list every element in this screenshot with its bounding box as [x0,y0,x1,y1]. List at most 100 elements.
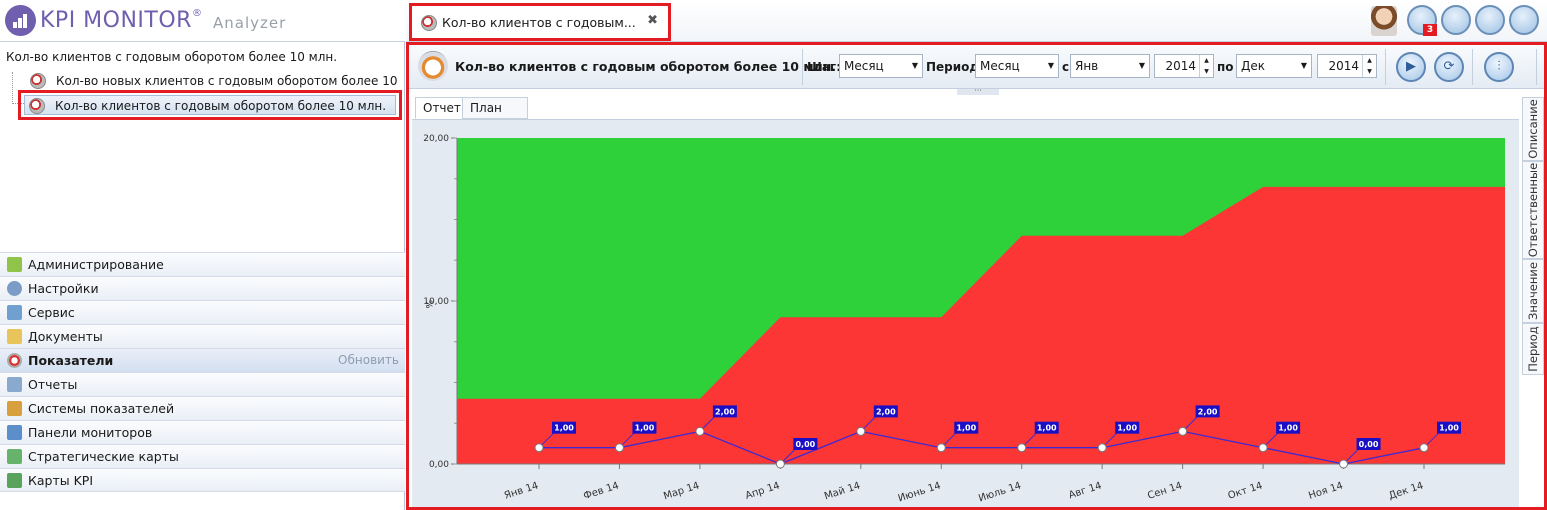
close-tab-icon[interactable]: ✖ [647,13,658,28]
tab-label: Значение [1526,262,1540,320]
spin-down-icon[interactable]: ▼ [1199,66,1213,77]
nav-item-monitor-panels[interactable]: Панели мониторов [0,420,405,444]
nav-item-kpi-cards[interactable]: Карты KPI [0,468,405,492]
data-label-box [632,421,657,434]
from-label: с [1062,60,1070,74]
tab-plan[interactable]: План расчета [462,97,529,135]
data-label-box [954,421,979,434]
step-select[interactable]: Месяц ▼ [839,54,923,78]
tree-item-new-clients[interactable]: Кол-во новых клиентов с годовым оборотом… [26,71,398,108]
tab-responsible[interactable]: Ответственные [1522,161,1544,259]
nav-item-kpi-systems[interactable]: Системы показателей [0,396,405,420]
nav-label: Системы показателей [28,401,175,416]
calculator-icon[interactable] [1407,5,1437,35]
to-label: по [1217,60,1234,74]
tab-period[interactable]: Период [1522,323,1544,375]
period-label: Период: [926,60,984,74]
spin-up-icon[interactable]: ▲ [1362,55,1376,66]
to-month-select[interactable]: Дек ▼ [1236,54,1312,78]
y-axis-label: % [423,300,433,309]
nav-item-indicators[interactable]: Показатели Обновить [0,348,405,372]
data-label: 2,00 [715,407,735,416]
series-line [539,430,1425,465]
data-point [534,443,544,453]
data-label: 2,00 [876,407,896,416]
tab-value[interactable]: Значение [1522,259,1544,323]
nav-item-service[interactable]: Сервис [0,300,405,324]
data-label: 1,00 [956,424,976,433]
spin-up-icon[interactable]: ▲ [1199,55,1213,66]
data-label-box [1195,405,1220,418]
data-label: 2,00 [1198,407,1218,416]
from-year-spinner[interactable]: 2014 ▲ ▼ [1154,54,1214,78]
chart-red-area [457,186,1505,464]
refresh-link[interactable]: Обновить [338,353,399,367]
x-tick-label: Апр 14 [744,480,781,501]
info-icon[interactable] [1475,5,1505,35]
nav-item-documents[interactable]: Документы [0,324,405,348]
speedometer-icon [418,51,448,81]
data-label: 1,00 [554,424,574,433]
brand-registered: ® [191,8,203,19]
nav-label: Администрирование [28,257,164,272]
user-avatar[interactable] [1371,6,1397,36]
logo-icon [5,5,36,36]
toolbar-divider [1472,49,1473,85]
nav-item-strategy-maps[interactable]: Стратегические карты [0,444,405,468]
tab-description[interactable]: Описание [1522,97,1544,161]
side-tabs: Описание Ответственные Значение Период [1522,97,1544,375]
collapse-grip[interactable]: ··· [957,87,999,95]
table-icon [7,377,22,392]
x-tick-label: Авг 14 [1067,480,1103,501]
sliders-icon[interactable]: ⫶ [1484,52,1514,82]
nav-item-settings[interactable]: Настройки [0,276,405,300]
x-tick-label: Сен 14 [1146,480,1183,501]
document-tab[interactable]: Кол-во клиентов с годовым... ✖ [409,3,671,41]
period-select[interactable]: Месяц ▼ [975,54,1059,78]
tab-label: Период [1526,326,1540,372]
kpi-gauge-icon [421,15,437,31]
nav-label: Панели мониторов [28,425,153,440]
from-month-select[interactable]: Янв ▼ [1070,54,1150,78]
to-year-value: 2014 [1328,59,1359,73]
spin-down-icon[interactable]: ▼ [1362,66,1376,77]
tab-report[interactable]: Отчет [415,97,469,119]
x-tick-label: Ноя 14 [1307,480,1344,501]
chevron-down-icon: ▼ [1047,61,1054,70]
power-icon[interactable] [1509,5,1539,35]
data-point [1178,426,1188,436]
nav-item-administration[interactable]: Администрирование [0,252,405,276]
step-value: Месяц [844,59,884,73]
map-icon [7,449,22,464]
tab-label: Кол-во клиентов с годовым... [442,15,636,30]
play-icon[interactable]: ▶ [1396,52,1426,82]
from-year-value: 2014 [1165,59,1196,73]
x-tick-label: Окт 14 [1227,480,1264,501]
cube-icon [7,257,22,272]
x-tick-label: Фев 14 [582,480,620,502]
brand-name: KPI MONITOR [40,8,192,33]
data-label-box [1356,438,1381,450]
tree-root-label[interactable]: Кол-во клиентов с годовым оборотом более… [6,50,338,64]
x-tick-label: Июль 14 [977,480,1022,504]
x-tick-label: Янв 14 [503,480,540,501]
data-label-box [712,405,737,418]
tree-item-clients-selected[interactable]: Кол-во клиентов с годовым оборотом более… [24,95,396,115]
nav-label: Показатели [28,353,114,368]
tab-label: Описание [1526,99,1540,159]
chevron-down-icon: ▼ [1138,61,1145,70]
list-icon[interactable] [1441,5,1471,35]
data-label-box [552,421,576,434]
left-panel: KPI MONITOR® Analyzer Кол-во клиентов с … [0,0,405,510]
refresh-icon[interactable]: ⟳ [1434,52,1464,82]
chart-area: 0,00 10,00 20,00% Янв 14 Фев 14 Мар 14 Апр 14 М… [412,119,1519,507]
kpi-gauge-icon [29,98,45,114]
nav-item-reports[interactable]: Отчеты [0,372,405,396]
data-label-box [1115,421,1140,434]
to-year-spinner[interactable]: 2014 ▲ ▼ [1317,54,1377,78]
kpi-toolbar: Кол-во клиентов с годовым оборотом более… [409,45,1544,89]
kpi-abc-icon [30,73,46,89]
toolbar-divider [1536,49,1537,85]
y-tick-label: 20,00 [423,134,449,144]
